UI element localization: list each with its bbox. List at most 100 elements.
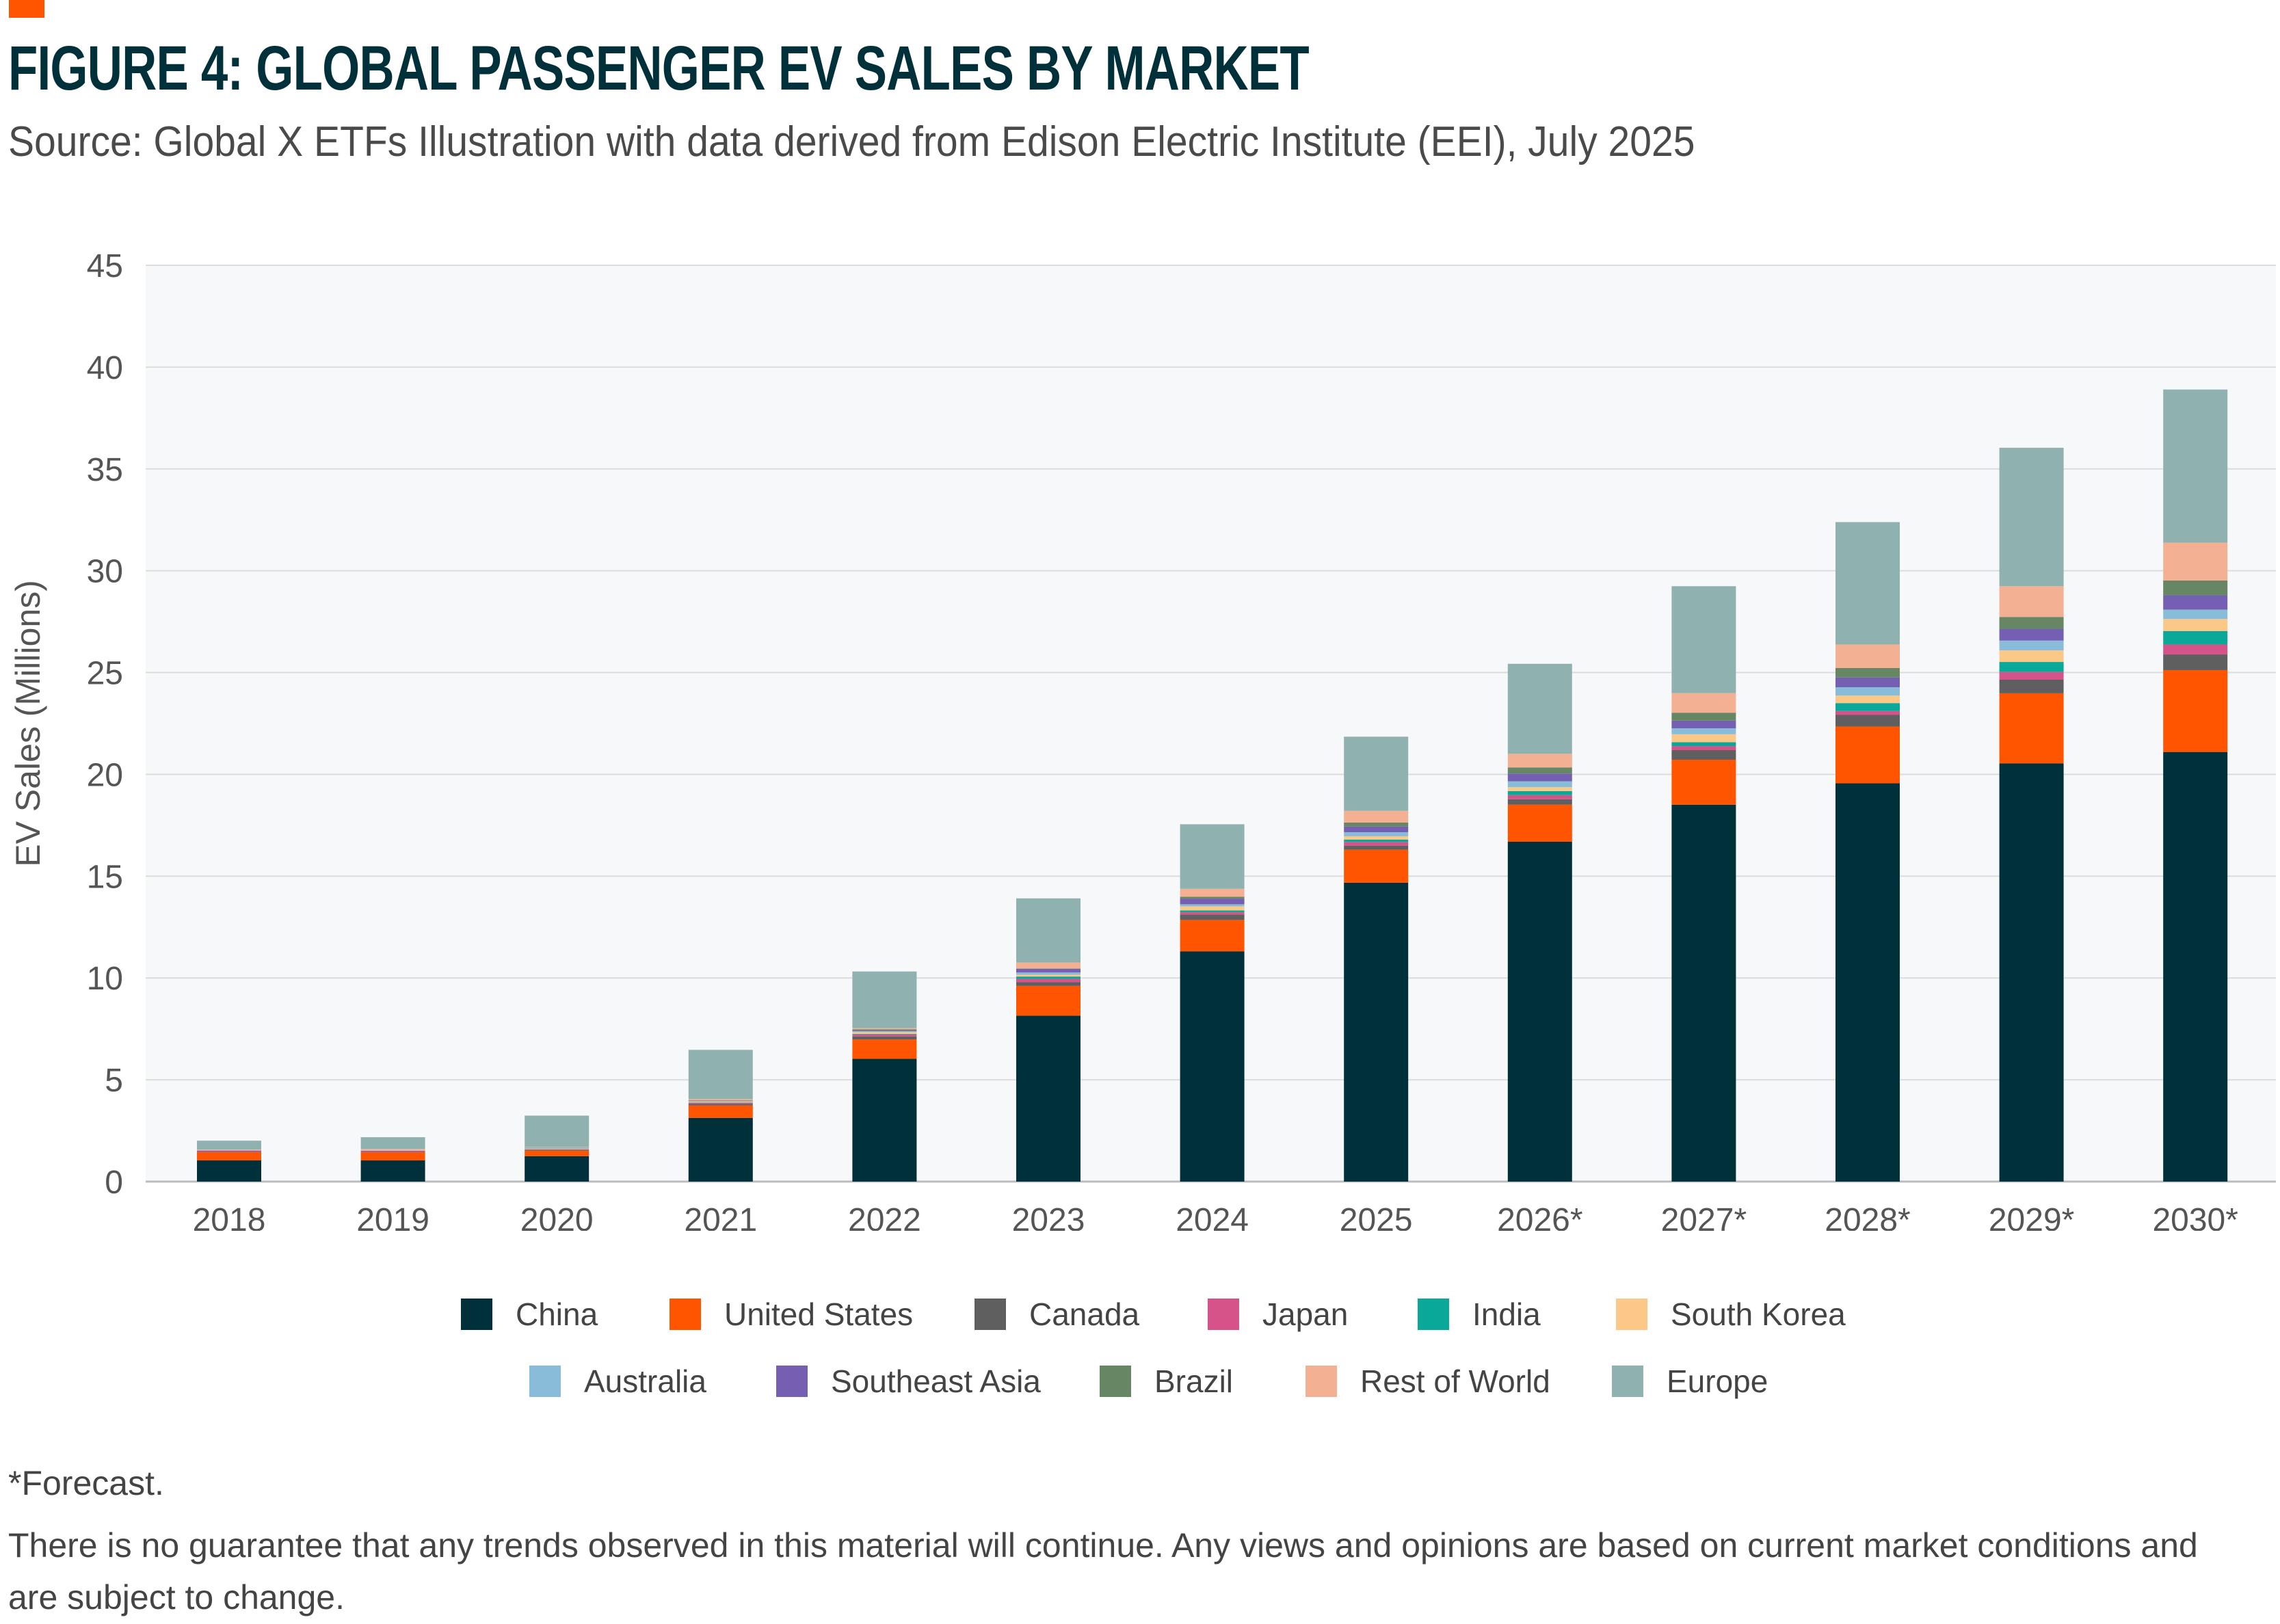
bar-segment-brazil (1671, 713, 1736, 721)
bar-segment-china (1835, 783, 1900, 1182)
bar-segment-canada (1507, 799, 1572, 805)
legend-swatch (1305, 1366, 1337, 1397)
bar-segment-india (1999, 662, 2064, 672)
bar-segment-southeast-asia (1016, 968, 1081, 973)
bar-segment-southeast-asia (2163, 595, 2228, 610)
legend-swatch (1418, 1299, 1449, 1330)
bar-segment-europe (197, 1141, 261, 1150)
bar-segment-southeast-asia (1507, 773, 1572, 782)
bar-segment-europe (1835, 522, 1900, 645)
bar-segment-canada (1671, 750, 1736, 760)
legend-item-brazil: Brazil (1100, 1363, 1233, 1400)
bar-segment-china (1016, 1015, 1081, 1182)
bar-segment-europe (1999, 447, 2064, 587)
legend-item-japan: Japan (1208, 1296, 1348, 1333)
bar-segment-australia (2163, 609, 2228, 620)
legend-swatch (529, 1366, 561, 1397)
bar-segment-rest-of-world (688, 1099, 753, 1101)
bar-segment-japan (852, 1034, 917, 1037)
x-tick-label: 2019 (356, 1202, 429, 1231)
bar-segment-brazil (688, 1100, 753, 1101)
bar-segment-south-korea (1180, 906, 1245, 911)
legend-label: United States (724, 1296, 914, 1332)
bar-segment-south-korea (1835, 695, 1900, 704)
x-tick-label: 2027* (1661, 1202, 1747, 1231)
bar-segment-united-states (2163, 669, 2228, 752)
bar-segment-brazil (1507, 767, 1572, 774)
bar-segment-australia (1016, 972, 1081, 975)
bars (197, 389, 2228, 1182)
bar-segment-canada (1180, 914, 1245, 920)
x-tick-label: 2029* (1989, 1202, 2074, 1231)
legend-item-canada: Canada (975, 1296, 1139, 1333)
legend-label: Japan (1262, 1296, 1349, 1332)
bar-segment-japan (1016, 979, 1081, 983)
bar-segment-south-korea (852, 1032, 917, 1034)
bar-segment-china (1344, 882, 1409, 1182)
bar-segment-australia (197, 1149, 261, 1151)
source-subtitle: Source: Global X ETFs Illustration with … (8, 118, 1695, 165)
bar-segment-brazil (852, 1029, 917, 1031)
bar-segment-australia (1180, 904, 1245, 907)
bar-segment-japan (1344, 842, 1409, 846)
y-tick-label: 30 (87, 554, 123, 590)
y-tick-label: 45 (87, 248, 123, 284)
legend-label: South Korea (1671, 1296, 1846, 1332)
x-tick-label: 2021 (684, 1202, 757, 1231)
bar-segment-china (1507, 842, 1572, 1182)
bar-segment-canada (197, 1152, 261, 1153)
legend-swatch (670, 1299, 701, 1330)
legend-item-europe: Europe (1612, 1363, 1768, 1400)
legend-swatch (776, 1366, 808, 1397)
bar-segment-china (1671, 804, 1736, 1182)
bar-segment-canada (525, 1149, 589, 1151)
bar-segment-europe (525, 1115, 589, 1147)
legend-swatch (461, 1299, 492, 1330)
bar-segment-india (1344, 839, 1409, 842)
bar-segment-australia (688, 1101, 753, 1102)
bar-segment-europe (688, 1050, 753, 1100)
legend-swatch (975, 1299, 1006, 1330)
legend-item-southeast-asia: Southeast Asia (776, 1363, 1041, 1400)
bar-segment-south-korea (1671, 734, 1736, 743)
bar-segment-india (1016, 976, 1081, 979)
bar-segment-china (1999, 763, 2064, 1182)
bar-segment-canada (1999, 679, 2064, 693)
y-tick-label: 10 (87, 961, 123, 997)
bar-segment-canada (852, 1036, 917, 1040)
x-tick-label: 2022 (848, 1202, 921, 1231)
bar-segment-canada (2163, 654, 2228, 670)
bar-segment-brazil (2163, 580, 2228, 596)
bar-segment-southeast-asia (1835, 677, 1900, 687)
bar-segment-canada (1344, 845, 1409, 850)
bar-segment-europe (1507, 663, 1572, 754)
bar-segment-europe (1180, 824, 1245, 889)
bar-segment-united-states (1180, 920, 1245, 952)
bar-segment-brazil (1016, 968, 1081, 969)
forecast-note: *Forecast. (8, 1464, 164, 1502)
bar-segment-south-korea (2163, 619, 2228, 631)
bar-segment-australia (1999, 640, 2064, 651)
y-tick-labels: 0 5 10 15 20 25 30 35 40 45 (87, 248, 123, 1201)
bar-segment-japan (360, 1150, 425, 1152)
y-tick-label: 15 (87, 859, 123, 895)
bar-segment-united-states (1016, 985, 1081, 1016)
bar-segment-canada (360, 1152, 425, 1153)
x-tick-label: 2018 (193, 1202, 266, 1231)
y-tick-label: 25 (87, 656, 123, 692)
bar-segment-rest-of-world (1835, 644, 1900, 669)
bar-segment-india (2163, 630, 2228, 645)
bar-segment-south-korea (1016, 974, 1081, 977)
bar-segment-south-korea (1999, 650, 2064, 663)
bar-segment-japan (1507, 795, 1572, 799)
bar-segment-china (688, 1117, 753, 1182)
y-tick-label: 0 (105, 1164, 123, 1201)
bar-segment-europe (1671, 586, 1736, 693)
bar-segment-china (2163, 751, 2228, 1182)
bar-segment-rest-of-world (1671, 693, 1736, 713)
legend-label: China (516, 1296, 598, 1332)
bar-segment-united-states (525, 1150, 589, 1156)
bar-segment-australia (1507, 781, 1572, 788)
bar-segment-india (1671, 742, 1736, 747)
bar-segment-brazil (1344, 823, 1409, 827)
